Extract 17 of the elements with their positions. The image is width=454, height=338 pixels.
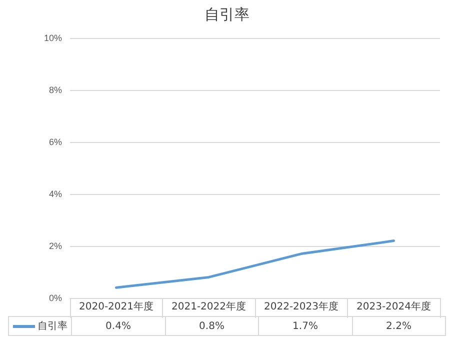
data-label: 0.4% bbox=[72, 316, 165, 336]
data-label: 1.7% bbox=[258, 316, 352, 336]
line-series bbox=[115, 240, 395, 289]
chart-title: 自引率 bbox=[204, 6, 250, 24]
x-tick-label: 2022-2023年度 bbox=[264, 300, 339, 312]
x-tick-label: 2023-2024年度 bbox=[356, 300, 432, 312]
y-tick-label: 10% bbox=[44, 33, 62, 43]
y-tick-label: 0% bbox=[48, 293, 62, 303]
data-label: 0.8% bbox=[165, 316, 258, 336]
y-tick-label: 8% bbox=[48, 85, 62, 95]
x-tick-label: 2020-2021年度 bbox=[78, 300, 154, 312]
legend-label: 自引率 bbox=[8, 316, 72, 336]
y-tick-label: 2% bbox=[48, 241, 62, 251]
y-tick-label: 6% bbox=[48, 137, 62, 147]
x-tick-label: 2021-2022年度 bbox=[171, 300, 246, 312]
y-tick-label: 4% bbox=[48, 189, 62, 199]
data-label: 2.2% bbox=[352, 316, 446, 336]
